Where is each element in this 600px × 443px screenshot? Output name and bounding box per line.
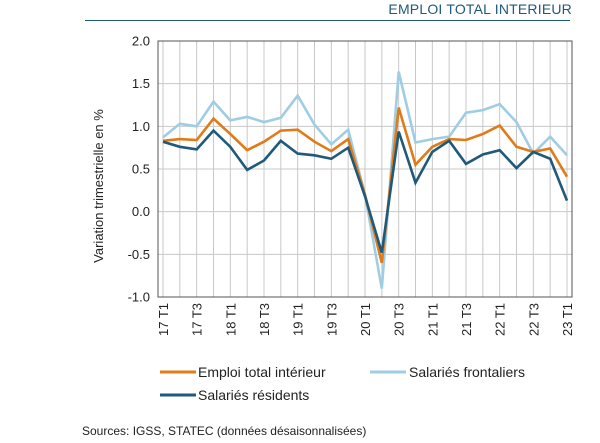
legend-label-residents: Salariés résidents: [198, 387, 309, 403]
y-tick-label: -1.0: [128, 290, 150, 305]
x-axis-ticks: 17 T1 17 T3 18 T1 18 T3 19 T1 19 T3 20 T1 20 T3…: [156, 303, 575, 336]
x-tick-label: 23 T1: [560, 303, 575, 336]
series-lines: [162, 71, 569, 289]
y-axis-ticks: 2.0 1.5 1.0 0.5 0.0 -0.5 -1.0: [128, 34, 150, 305]
x-tick-label: 18 T1: [223, 303, 238, 336]
plot-frame: [157, 40, 573, 298]
y-tick-label: 0.0: [132, 204, 150, 219]
y-tick-label: 1.5: [132, 76, 150, 91]
series-line-residents: [162, 128, 569, 253]
x-tick-label: 19 T3: [324, 303, 339, 336]
x-tick-label: 21 T3: [459, 303, 474, 336]
x-tick-label: 17 T1: [156, 303, 171, 336]
y-tick-label: 1.0: [132, 119, 150, 134]
chart-legend: Emploi total intérieur Salariés frontali…: [160, 364, 525, 403]
y-tick-label: -0.5: [128, 247, 150, 262]
chart-grid: [158, 40, 572, 298]
x-tick-label: 20 T3: [392, 303, 407, 336]
chart-header-title: EMPLOI TOTAL INTERIEUR: [388, 1, 572, 17]
x-tick-label: 19 T1: [291, 303, 306, 336]
x-tick-label: 21 T1: [425, 303, 440, 336]
y-tick-label: 0.5: [132, 162, 150, 177]
y-axis-label: Variation trimestrielle en %: [91, 109, 106, 263]
x-tick-label: 22 T3: [526, 303, 541, 336]
legend-label-emploi: Emploi total intérieur: [198, 364, 326, 380]
x-tick-label: 18 T3: [257, 303, 272, 336]
x-tick-label: 20 T1: [358, 303, 373, 336]
source-note: Sources: IGSS, STATEC (données désaisonn…: [82, 424, 367, 438]
x-tick-label: 22 T1: [493, 303, 508, 336]
legend-label-frontaliers: Salariés frontaliers: [409, 364, 525, 380]
x-tick-label: 17 T3: [190, 303, 205, 336]
y-tick-label: 2.0: [132, 34, 150, 49]
header-rule: [85, 20, 570, 21]
line-chart: 2.0 1.5 1.0 0.5 0.0 -0.5 -1.0 Variation trimes…: [91, 34, 575, 404]
